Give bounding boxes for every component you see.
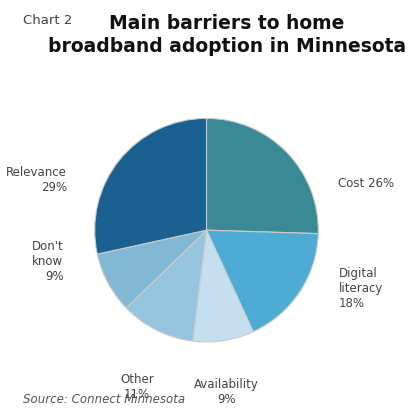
Text: Chart 2: Chart 2 (23, 14, 72, 28)
Text: Digital
literacy
18%: Digital literacy 18% (338, 267, 383, 310)
Wedge shape (126, 230, 206, 341)
Wedge shape (95, 118, 206, 254)
Wedge shape (206, 118, 318, 233)
Wedge shape (206, 230, 318, 332)
Text: Main barriers to home
broadband adoption in Minnesota: Main barriers to home broadband adoption… (48, 14, 406, 56)
Text: Availability
9%: Availability 9% (194, 378, 259, 406)
Text: Source: Connect Minnesota: Source: Connect Minnesota (23, 393, 185, 406)
Text: Relevance
29%: Relevance 29% (6, 166, 67, 194)
Text: Don't
know
9%: Don't know 9% (32, 240, 64, 283)
Wedge shape (193, 230, 253, 342)
Text: Other
11%: Other 11% (120, 373, 154, 401)
Wedge shape (97, 230, 206, 308)
Text: Cost 26%: Cost 26% (338, 177, 394, 190)
